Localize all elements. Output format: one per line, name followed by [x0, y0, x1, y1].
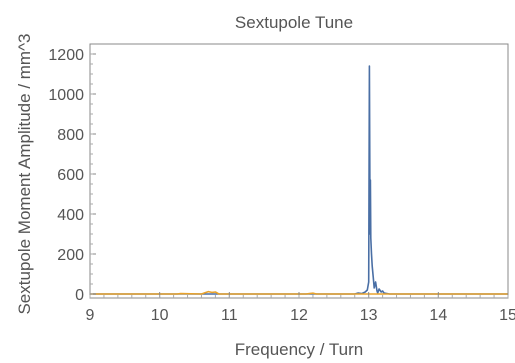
x-tick-label: 10 [151, 307, 169, 324]
y-tick-label: 200 [57, 247, 84, 264]
y-tick-label: 800 [57, 127, 84, 144]
y-tick-label: 1000 [48, 87, 84, 104]
series-line-2 [90, 290, 508, 295]
y-axis: 0 200 400 600 800 1000 1200 [48, 47, 96, 304]
x-tick-label: 11 [221, 307, 238, 324]
x-tick-label: 9 [86, 307, 95, 324]
plot-frame [89, 43, 509, 299]
y-tick-label: 400 [57, 207, 84, 224]
x-tick-label: 13 [360, 307, 378, 324]
x-tick-label: 15 [499, 307, 515, 324]
y-tick-label: 0 [75, 287, 84, 304]
x-tick-label: 14 [429, 307, 447, 324]
y-axis-label: Sextupole Moment Amplitude / mm^3 [15, 33, 34, 314]
x-axis: 9 10 11 12 13 14 15 [86, 292, 515, 324]
series-layer [90, 65, 508, 295]
x-axis-label: Frequency / Turn [235, 340, 364, 359]
chart-title: Sextupole Tune [235, 13, 353, 32]
series-line-1 [90, 65, 508, 295]
x-tick-label: 12 [290, 307, 308, 324]
y-tick-label: 600 [57, 167, 84, 184]
y-tick-label: 1200 [48, 47, 84, 64]
